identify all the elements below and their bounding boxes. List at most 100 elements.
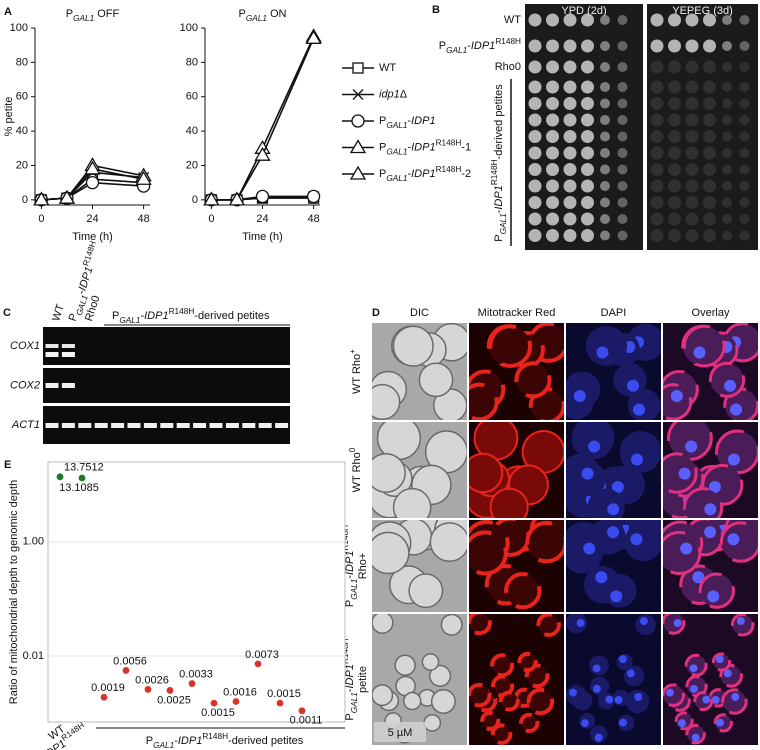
group-label-part: GAL1 (153, 741, 174, 750)
gel-band (275, 423, 289, 428)
colony-spot (668, 80, 681, 94)
nucleus (594, 733, 603, 742)
colony-spot (617, 230, 628, 241)
legend-marker (352, 89, 364, 100)
colony-spot (546, 163, 559, 176)
group-label-part: R148H (202, 732, 228, 741)
group-label: PGAL1-IDP1R148H-derived petites (146, 732, 304, 750)
nucleus (685, 440, 698, 453)
chart-title-part: ON (267, 8, 287, 20)
nucleus (596, 346, 609, 359)
colony-spot (563, 212, 577, 226)
cell (698, 572, 735, 609)
colony-spot (581, 97, 594, 110)
colony-spot (668, 13, 681, 27)
micrograph (566, 520, 661, 612)
group-label-part: GAL1 (119, 316, 140, 325)
colony-spot (685, 212, 699, 226)
colony-spot (617, 41, 628, 51)
colony-spot (617, 115, 628, 125)
gene-label-part: COX1 (10, 340, 40, 352)
row-label-part: GAL1 (350, 692, 359, 713)
y-tick-label: 0.01 (23, 650, 44, 662)
cell (490, 723, 513, 745)
micrograph (566, 422, 661, 518)
data-point (298, 707, 306, 715)
group-label-part: - (174, 735, 178, 747)
colony-spot (617, 181, 628, 191)
cell (469, 452, 504, 494)
colony-spot (617, 15, 628, 25)
nucleus (730, 403, 743, 416)
data-point (232, 698, 240, 705)
colony-spot (722, 181, 732, 191)
colony-spot (668, 146, 681, 160)
marker-triangle (305, 30, 322, 44)
legend-marker (349, 165, 367, 180)
nucleus (724, 379, 737, 392)
y-tick-label: 20 (186, 159, 198, 171)
colony-spot (528, 130, 542, 143)
colony-spot (528, 229, 542, 242)
cell (490, 653, 515, 678)
panel-letter: A (4, 6, 12, 18)
nucleus (633, 403, 646, 416)
colony-spot (600, 181, 610, 191)
row-label-part: - (344, 688, 356, 692)
lane-label: WT (50, 303, 67, 323)
row-label-part: P (344, 713, 356, 720)
cell (566, 614, 587, 634)
colony-spot (703, 80, 716, 94)
legend-label-part: idp1 (379, 88, 400, 100)
colony-spot (600, 115, 610, 125)
group-label-part: P (146, 735, 153, 747)
nucleus (736, 617, 745, 626)
legend-marker (349, 139, 367, 154)
cell (566, 384, 594, 420)
gel-band (209, 423, 223, 428)
column-header: Overlay (692, 307, 730, 319)
cell (536, 614, 561, 638)
row-label-part: WT Rho (351, 354, 363, 394)
group-label: PGAL1-IDP1R148H-derived petites (490, 84, 508, 242)
group-label-part: -derived petites (228, 735, 304, 747)
group-label-part: - (493, 209, 505, 213)
gel-band (94, 423, 108, 428)
micrograph (566, 323, 661, 420)
cell (624, 522, 661, 562)
row-label-part: - (467, 40, 471, 52)
scale-box (374, 722, 426, 742)
colony-spot (617, 62, 628, 72)
legend-label: PGAL1-IDP1 (379, 115, 436, 130)
chart-title: PGAL1 OFF (66, 8, 120, 23)
chart-title-part: OFF (94, 8, 119, 20)
y-tick-label: 100 (180, 22, 198, 34)
cell (719, 521, 758, 563)
colony-spot (703, 39, 716, 53)
cell (392, 325, 434, 367)
gel-band (61, 352, 75, 357)
x-tick-label: 0 (38, 213, 44, 225)
row-label-part: GAL1 (446, 46, 467, 55)
nucleus (670, 389, 683, 402)
cell (469, 530, 508, 576)
micrograph (469, 323, 564, 420)
colony-spot (546, 39, 559, 53)
panel-letter: E (4, 459, 11, 471)
colony-spot (528, 60, 542, 74)
micrograph (469, 520, 564, 612)
cell (571, 422, 615, 460)
gel-band (127, 423, 141, 428)
cell (418, 362, 454, 398)
row-label-part: - (344, 575, 356, 579)
colony-spot (685, 80, 699, 94)
gene-label-part: ACT1 (11, 419, 40, 431)
data-label: 0.0016 (223, 686, 257, 698)
nucleus (569, 688, 578, 697)
colony-spot (600, 98, 610, 109)
colony-spot (528, 196, 542, 209)
row-label-part: + (348, 349, 357, 354)
colony-spot (739, 82, 750, 92)
colony-spot (685, 130, 699, 143)
